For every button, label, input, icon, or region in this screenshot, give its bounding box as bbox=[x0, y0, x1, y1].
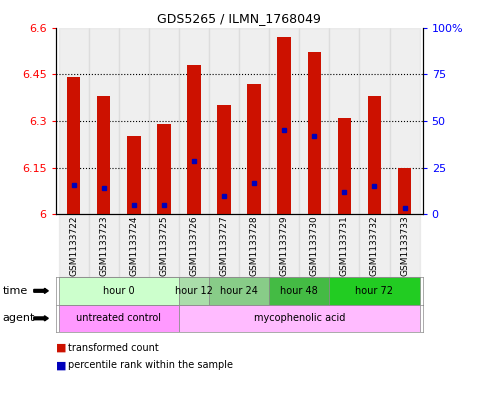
Text: ■: ■ bbox=[56, 360, 66, 371]
Text: GSM1133730: GSM1133730 bbox=[310, 215, 319, 276]
Bar bbox=[58, 277, 179, 305]
Text: GSM1133725: GSM1133725 bbox=[159, 215, 169, 276]
Bar bbox=[97, 96, 111, 214]
Text: percentile rank within the sample: percentile rank within the sample bbox=[68, 360, 233, 371]
Text: GSM1133733: GSM1133733 bbox=[400, 215, 409, 276]
Bar bbox=[299, 214, 329, 277]
Bar bbox=[269, 277, 329, 305]
Bar bbox=[329, 214, 359, 277]
Text: GSM1133722: GSM1133722 bbox=[69, 215, 78, 276]
Text: untreated control: untreated control bbox=[76, 313, 161, 323]
Bar bbox=[58, 305, 179, 332]
Bar bbox=[119, 214, 149, 277]
Bar bbox=[89, 28, 119, 214]
Bar bbox=[247, 83, 261, 214]
Bar bbox=[209, 214, 239, 277]
Bar bbox=[157, 124, 170, 214]
Bar bbox=[359, 214, 389, 277]
Bar bbox=[338, 118, 351, 214]
Title: GDS5265 / ILMN_1768049: GDS5265 / ILMN_1768049 bbox=[157, 12, 321, 25]
Bar bbox=[329, 28, 359, 214]
Bar bbox=[187, 65, 201, 214]
Text: hour 12: hour 12 bbox=[175, 286, 213, 296]
Text: GSM1133727: GSM1133727 bbox=[220, 215, 228, 276]
Bar bbox=[127, 136, 141, 214]
Bar bbox=[239, 28, 269, 214]
Bar bbox=[269, 28, 299, 214]
Text: GSM1133728: GSM1133728 bbox=[250, 215, 258, 276]
Bar bbox=[308, 52, 321, 214]
Text: time: time bbox=[2, 286, 28, 296]
Bar bbox=[58, 214, 89, 277]
Bar bbox=[368, 96, 381, 214]
Text: GSM1133731: GSM1133731 bbox=[340, 215, 349, 276]
Text: hour 48: hour 48 bbox=[281, 286, 318, 296]
Bar bbox=[398, 167, 412, 214]
Text: hour 24: hour 24 bbox=[220, 286, 258, 296]
Text: hour 0: hour 0 bbox=[103, 286, 135, 296]
Bar bbox=[299, 28, 329, 214]
Bar bbox=[179, 305, 420, 332]
Bar bbox=[209, 277, 269, 305]
Bar bbox=[67, 77, 80, 214]
Bar bbox=[277, 37, 291, 214]
Text: transformed count: transformed count bbox=[68, 343, 158, 353]
Text: GSM1133723: GSM1133723 bbox=[99, 215, 108, 276]
Bar bbox=[179, 277, 209, 305]
Text: agent: agent bbox=[2, 313, 35, 323]
Bar bbox=[269, 214, 299, 277]
Text: ■: ■ bbox=[56, 343, 66, 353]
Bar bbox=[179, 214, 209, 277]
Text: GSM1133724: GSM1133724 bbox=[129, 215, 138, 276]
Text: hour 72: hour 72 bbox=[355, 286, 394, 296]
Bar bbox=[389, 214, 420, 277]
Bar bbox=[239, 214, 269, 277]
Bar bbox=[89, 214, 119, 277]
Bar bbox=[329, 277, 420, 305]
Bar bbox=[217, 105, 231, 214]
Bar bbox=[149, 28, 179, 214]
Bar bbox=[359, 28, 389, 214]
Text: GSM1133732: GSM1133732 bbox=[370, 215, 379, 276]
Bar bbox=[389, 28, 420, 214]
Bar bbox=[209, 28, 239, 214]
Bar bbox=[179, 28, 209, 214]
Bar bbox=[119, 28, 149, 214]
Text: GSM1133726: GSM1133726 bbox=[189, 215, 199, 276]
Text: GSM1133729: GSM1133729 bbox=[280, 215, 289, 276]
Bar bbox=[149, 214, 179, 277]
Text: mycophenolic acid: mycophenolic acid bbox=[254, 313, 345, 323]
Bar bbox=[58, 28, 89, 214]
